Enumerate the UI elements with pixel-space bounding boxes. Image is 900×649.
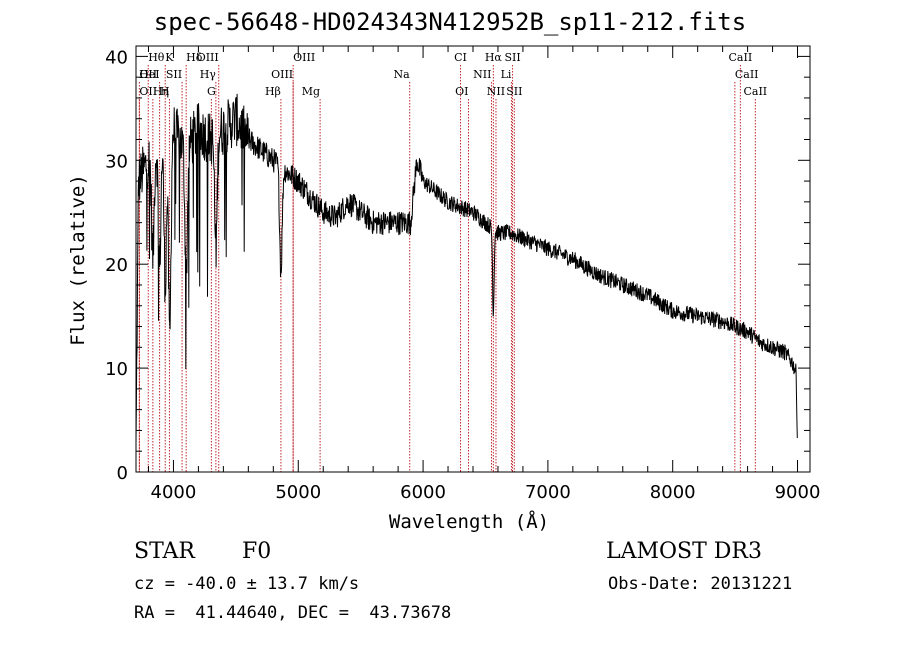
spectral-line-label: CaII — [729, 51, 753, 64]
y-tick-label: 0 — [117, 463, 128, 484]
spectral-line-label: CI — [454, 51, 467, 64]
spectral-line-label: HeI — [139, 68, 159, 81]
spectral-line-label: Hθ — [148, 51, 165, 64]
redshift-value: cz = -40.0 ± 13.7 km/s — [134, 574, 360, 594]
coordinates: RA = 41.44640, DEC = 43.73678 — [134, 603, 452, 623]
spectral-line-label: OII — [139, 85, 157, 98]
object-class: STAR — [134, 539, 195, 564]
spectral-line-label: K — [165, 51, 174, 64]
spectral-line-label: NII — [487, 85, 505, 98]
spectral-line-label: SII — [504, 51, 520, 64]
line-markers — [138, 65, 756, 472]
y-tick-label: 40 — [105, 47, 128, 68]
spectral-line-label: CaII — [743, 85, 767, 98]
axis-ticks: 4000 5000 6000 7000 8000 9000 0 10 20 30 40 — [105, 46, 820, 503]
x-tick-label: 8000 — [650, 482, 696, 503]
spectral-line-label: SII — [506, 85, 522, 98]
spectral-line-label: OII — [139, 68, 157, 81]
spectral-line-label: OI — [455, 85, 468, 98]
x-tick-label: 9000 — [775, 482, 821, 503]
spectral-line-label: Hη — [153, 85, 169, 98]
y-tick-label: 20 — [105, 255, 128, 276]
spectral-line-label: NII — [473, 68, 491, 81]
x-tick-label: 7000 — [525, 482, 571, 503]
spectral-line-label: G — [207, 85, 216, 98]
spectral-line-label: SII — [166, 68, 182, 81]
spectral-line-label: OIII — [197, 51, 219, 64]
y-tick-label: 10 — [105, 359, 128, 380]
spectral-line-label: Na — [394, 68, 411, 81]
spectral-line-label: CaII — [735, 68, 759, 81]
spectral-line-label: Hδ — [186, 51, 203, 64]
spectral-line-label: OIII — [271, 68, 293, 81]
spectral-line-label: Hα — [485, 51, 503, 64]
spectral-line-label: Mg — [302, 85, 320, 98]
spectrum-line — [135, 93, 798, 443]
spectral-line-label: Hβ — [265, 85, 281, 98]
x-tick-label: 5000 — [275, 482, 321, 503]
y-axis-label: Flux (relative) — [67, 174, 89, 346]
x-tick-label: 6000 — [400, 482, 446, 503]
spectral-line-label: OIII — [293, 51, 315, 64]
y-tick-label: 30 — [105, 151, 128, 172]
spectral-line-label: H — [160, 85, 170, 98]
survey-name: LAMOST DR3 — [606, 539, 762, 564]
spectral-line-label: Hγ — [200, 68, 217, 81]
spectral-line-label: Li — [501, 68, 512, 81]
object-subclass: F0 — [242, 539, 272, 564]
observation-date: Obs-Date: 20131221 — [608, 574, 793, 594]
x-tick-label: 4000 — [151, 482, 197, 503]
chart-title: spec-56648-HD024343N412952B_sp11-212.fit… — [153, 8, 747, 36]
x-axis-label: Wavelength (Å) — [389, 510, 549, 533]
